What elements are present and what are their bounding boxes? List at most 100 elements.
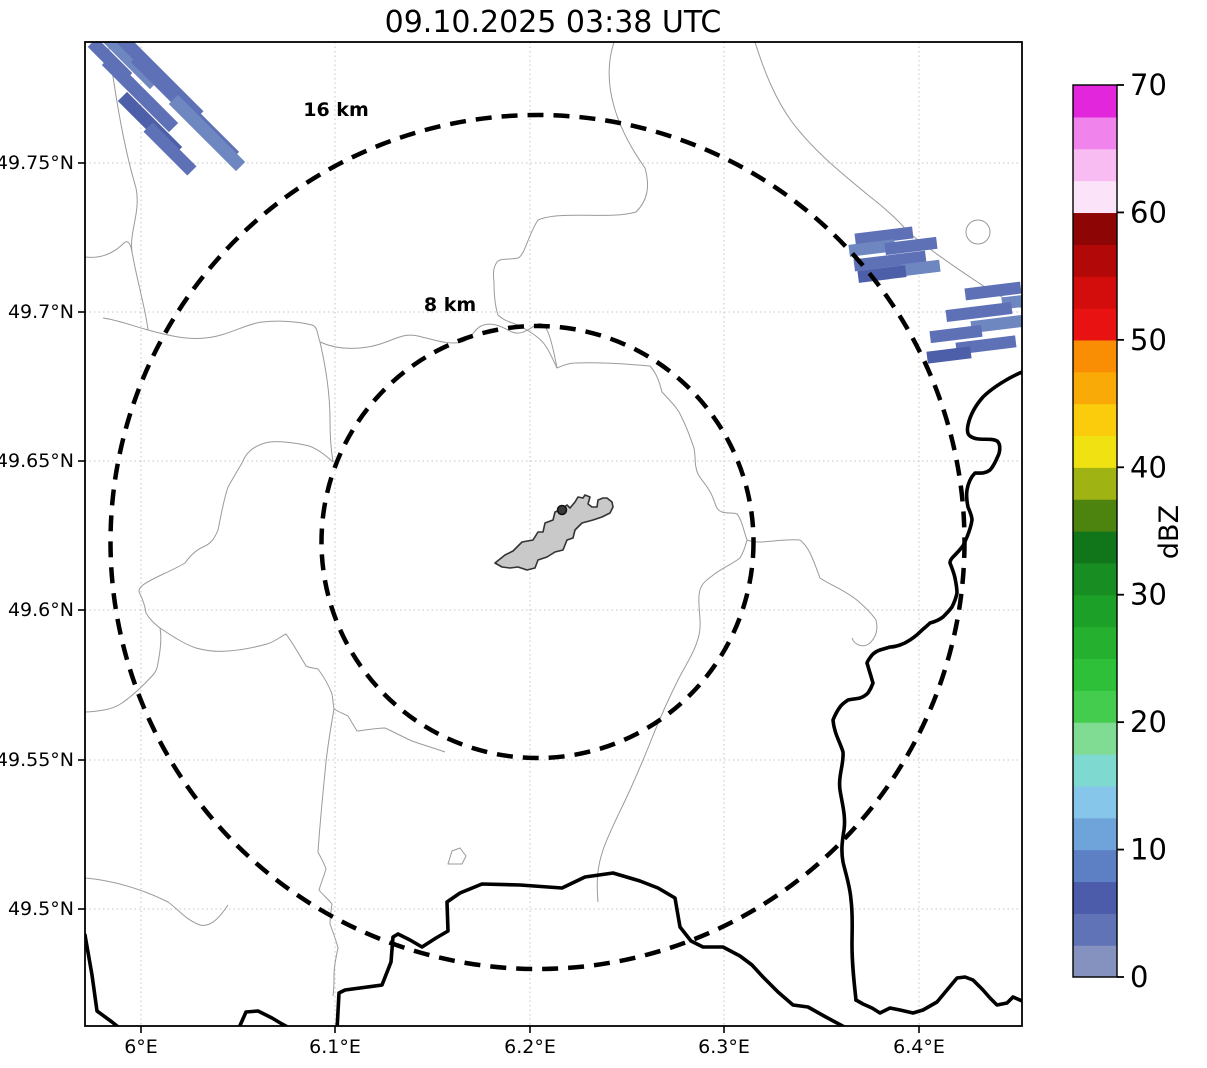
colorbar-segment xyxy=(1073,754,1117,787)
radar-echo-pixel xyxy=(884,236,938,256)
colorbar-segment xyxy=(1073,881,1117,914)
admin-boundary-line xyxy=(107,42,149,331)
radar-echo-pixel xyxy=(955,335,1017,355)
radar-echo-pixel xyxy=(853,250,927,272)
y-tick-label: 49.7°N xyxy=(8,301,74,323)
range-ring-label-8km: 8 km xyxy=(424,294,476,316)
range-ring-label-16km: 16 km xyxy=(303,99,369,121)
colorbar-segment xyxy=(1073,403,1117,437)
radar-echo-cluster-east-upper xyxy=(848,226,941,283)
y-tick-label: 49.75°N xyxy=(0,152,74,174)
x-tick-label: 6.4°E xyxy=(893,1036,945,1058)
range-ring-label-layer: 8 km 16 km xyxy=(303,99,476,316)
colorbar-segment xyxy=(1073,276,1117,309)
admin-boundary-line xyxy=(102,317,748,541)
grid-layer xyxy=(85,42,1022,1026)
colorbar-segment xyxy=(1073,531,1117,564)
urban-area-polygon xyxy=(494,494,614,571)
radar-echo-pixel xyxy=(929,324,983,344)
x-tick-label: 6.2°E xyxy=(504,1036,556,1058)
colorbar-segment xyxy=(1073,148,1117,182)
colorbar-segment xyxy=(1073,308,1117,341)
colorbar-tick-label: 50 xyxy=(1130,323,1167,357)
map-frame xyxy=(84,41,1023,1027)
colorbar-segment xyxy=(1073,339,1117,373)
admin-boundary-line xyxy=(447,847,467,865)
x-tick-label: 6°E xyxy=(124,1036,158,1058)
admin-boundary-line xyxy=(596,539,748,903)
range-ring-8km xyxy=(319,323,756,761)
colorbar-segment xyxy=(1073,945,1117,978)
colorbar-tick-label: 70 xyxy=(1130,68,1167,102)
colorbar-tick-label: 40 xyxy=(1130,450,1167,484)
x-tick-label: 6.3°E xyxy=(698,1036,750,1058)
admin-boundary-line xyxy=(85,241,133,258)
radar-echo-layer xyxy=(87,42,1022,364)
urban-area-layer xyxy=(494,494,614,571)
colorbar-segment xyxy=(1073,212,1117,245)
range-ring-layer xyxy=(108,112,967,972)
radar-site-marker xyxy=(556,504,568,516)
admin-boundary-line xyxy=(85,441,334,713)
admin-boundary-line xyxy=(85,877,229,926)
radar-echo-pixel xyxy=(143,122,197,176)
radar-echo-pixel xyxy=(945,302,1013,322)
country-border-line xyxy=(831,370,1022,1002)
colorbar-segment xyxy=(1073,562,1117,596)
radar-echo-pixel xyxy=(970,314,1022,334)
admin-boundary-line xyxy=(159,627,446,753)
colorbar-segment xyxy=(1073,690,1117,723)
admin-boundaries-layer xyxy=(85,42,1022,997)
radar-echo-pixel xyxy=(926,346,972,364)
country-border-line xyxy=(854,975,1022,1015)
colorbar-segment xyxy=(1073,85,1117,118)
radar-echo-cluster-northwest xyxy=(87,42,246,176)
radar-echo-pixel xyxy=(854,226,914,246)
x-tick-label: 6.1°E xyxy=(309,1036,361,1058)
colorbar-segment xyxy=(1073,722,1117,755)
colorbar-segment xyxy=(1073,626,1117,660)
colorbar-tick-label: 20 xyxy=(1130,705,1167,739)
y-tick-label: 49.5°N xyxy=(8,898,74,920)
colorbar-tick-label: 10 xyxy=(1130,833,1167,867)
colorbar-layer: 0 10 20 30 40 50 60 70 xyxy=(1072,68,1167,994)
colorbar-segment xyxy=(1073,435,1117,468)
colorbar-segment xyxy=(1073,467,1117,500)
colorbar-segment xyxy=(1073,180,1117,214)
radar-echo-pixel xyxy=(101,55,179,133)
y-tick-label: 49.55°N xyxy=(0,749,74,771)
country-border-line xyxy=(237,1009,290,1026)
y-tick-label: 49.65°N xyxy=(0,450,74,472)
colorbar-segment xyxy=(1073,371,1117,405)
colorbar-segment xyxy=(1073,817,1117,851)
figure-title: 09.10.2025 03:38 UTC xyxy=(385,5,722,40)
radar-echo-cluster-east-lower xyxy=(926,281,1022,364)
country-border-layer xyxy=(85,370,1022,1026)
colorbar-frame xyxy=(1072,84,1118,978)
colorbar-axis-label: dBZ xyxy=(1154,505,1185,559)
colorbar-segment xyxy=(1073,658,1117,691)
colorbar-segment xyxy=(1073,913,1117,946)
radar-echo-pixel xyxy=(964,281,1022,301)
country-border-line xyxy=(85,933,120,1026)
admin-boundary-line xyxy=(746,539,878,647)
colorbar-segment xyxy=(1073,499,1117,532)
y-tick-label: 49.6°N xyxy=(8,599,74,621)
axis-tick-layer: 6°E 6.1°E 6.2°E 6.3°E 6.4°E 49.75°N 49.7°N 49.6… xyxy=(0,152,945,1058)
radar-echo-pixel xyxy=(901,259,941,277)
colorbar-segment xyxy=(1073,785,1117,819)
range-ring-16km xyxy=(108,112,967,972)
admin-boundary-line xyxy=(965,219,991,245)
colorbar-segment xyxy=(1073,116,1117,150)
admin-boundary-line xyxy=(492,42,649,369)
admin-boundary-line xyxy=(317,708,339,997)
colorbar-segment xyxy=(1073,594,1117,628)
colorbar-tick-label: 30 xyxy=(1130,578,1167,612)
colorbar-tick-label: 60 xyxy=(1130,195,1167,229)
radar-echo-pixel xyxy=(168,94,246,172)
colorbar-segment xyxy=(1073,244,1117,277)
admin-boundary-line xyxy=(319,341,334,463)
colorbar-tick-label: 0 xyxy=(1130,960,1148,994)
radar-echo-pixel xyxy=(857,265,907,283)
